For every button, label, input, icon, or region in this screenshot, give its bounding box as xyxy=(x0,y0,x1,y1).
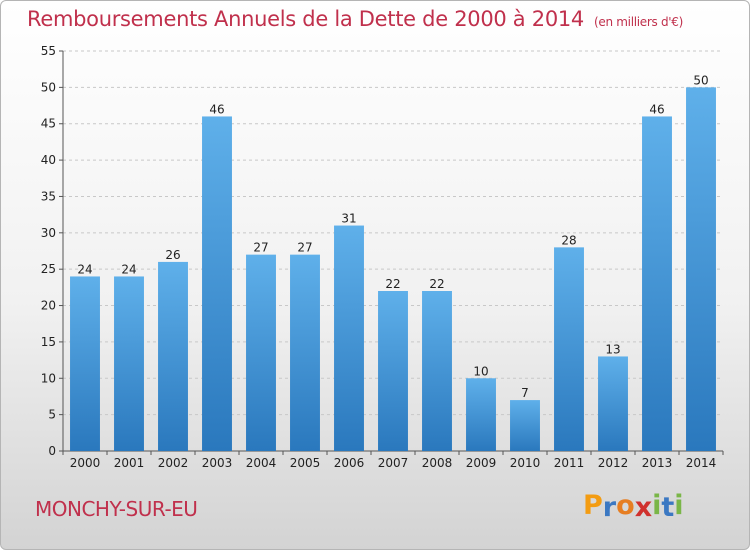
bar-2009 xyxy=(466,378,496,451)
data-label-2011: 28 xyxy=(561,233,576,247)
y-tick-label: 15 xyxy=(41,335,56,349)
x-tick-label-2000: 2000 xyxy=(70,456,101,470)
x-tick-label-2003: 2003 xyxy=(202,456,233,470)
x-tick-label-2002: 2002 xyxy=(158,456,189,470)
chart-title-text: Remboursements Annuels de la Dette de 20… xyxy=(27,7,584,31)
data-label-2008: 22 xyxy=(429,277,444,291)
logo-letter: i xyxy=(652,490,662,521)
x-tick-label-2009: 2009 xyxy=(466,456,497,470)
data-labels: 24 24 26 46 27 27 31 22 22 10 7 28 13 46 50 xyxy=(77,73,708,400)
bar-2001 xyxy=(114,276,144,451)
data-label-2003: 46 xyxy=(209,102,224,116)
y-tick-label: 35 xyxy=(41,189,56,203)
bar-2005 xyxy=(290,254,320,451)
x-tick-label-2008: 2008 xyxy=(422,456,453,470)
bar-2010 xyxy=(510,400,540,451)
y-tick-label: 0 xyxy=(48,444,56,458)
data-label-2000: 24 xyxy=(77,262,92,276)
bar-2007 xyxy=(378,291,408,451)
data-label-2014: 50 xyxy=(693,73,708,87)
bar-2000 xyxy=(70,276,100,451)
x-tick-label-2013: 2013 xyxy=(642,456,673,470)
logo-letter: r xyxy=(602,492,617,523)
y-tick-label: 50 xyxy=(41,80,56,94)
bar-2012 xyxy=(598,356,628,451)
y-tick-label: 40 xyxy=(41,153,56,167)
bar-2004 xyxy=(246,254,276,451)
x-tick-label-2001: 2001 xyxy=(114,456,145,470)
data-label-2010: 7 xyxy=(521,386,529,400)
data-label-2002: 26 xyxy=(165,248,180,262)
x-tick-label-2011: 2011 xyxy=(554,456,585,470)
logo-letter: o xyxy=(616,490,635,521)
city-name: MONCHY-SUR-EU xyxy=(35,497,198,521)
y-tick-label: 55 xyxy=(41,44,56,58)
proxiti-logo: Proxiti xyxy=(583,490,684,523)
y-tick-label: 30 xyxy=(41,226,56,240)
data-label-2013: 46 xyxy=(649,102,664,116)
chart-title: Remboursements Annuels de la Dette de 20… xyxy=(27,7,683,31)
x-tick-label-2010: 2010 xyxy=(510,456,541,470)
x-tick-label-2014: 2014 xyxy=(686,456,717,470)
bar-2006 xyxy=(334,225,364,451)
bar-2002 xyxy=(158,261,188,451)
data-label-2001: 24 xyxy=(121,262,136,276)
bar-2008 xyxy=(422,291,452,451)
bars xyxy=(70,87,716,452)
axes: 0 5 10 15 20 25 30 35 40 45 50 55 2000 2001 2002 2003 20… xyxy=(41,44,724,470)
logo-letter: t xyxy=(661,492,675,523)
data-label-2009: 10 xyxy=(473,364,488,378)
bar-2013 xyxy=(642,116,672,452)
bar-2003 xyxy=(202,116,232,452)
x-tick-label-2006: 2006 xyxy=(334,456,365,470)
y-tick-label: 20 xyxy=(41,299,56,313)
y-tick-label: 45 xyxy=(41,117,56,131)
y-tick-label: 5 xyxy=(48,408,56,422)
data-label-2006: 31 xyxy=(341,212,356,226)
bar-2011 xyxy=(554,247,584,451)
logo-letter: i xyxy=(674,490,684,521)
data-label-2007: 22 xyxy=(385,277,400,291)
y-tick-label: 25 xyxy=(41,262,56,276)
x-tick-label-2012: 2012 xyxy=(598,456,629,470)
chart-subtitle: (en milliers d'€) xyxy=(594,15,684,29)
data-label-2005: 27 xyxy=(297,241,312,255)
logo-letter: x xyxy=(634,492,653,523)
x-tick-label-2004: 2004 xyxy=(246,456,277,470)
data-label-2004: 27 xyxy=(253,241,268,255)
logo-letter: P xyxy=(583,490,603,521)
data-label-2012: 13 xyxy=(605,342,620,356)
y-tick-label: 10 xyxy=(41,371,56,385)
x-tick-label-2007: 2007 xyxy=(378,456,409,470)
x-tick-label-2005: 2005 xyxy=(290,456,321,470)
bar-2014 xyxy=(686,87,716,451)
